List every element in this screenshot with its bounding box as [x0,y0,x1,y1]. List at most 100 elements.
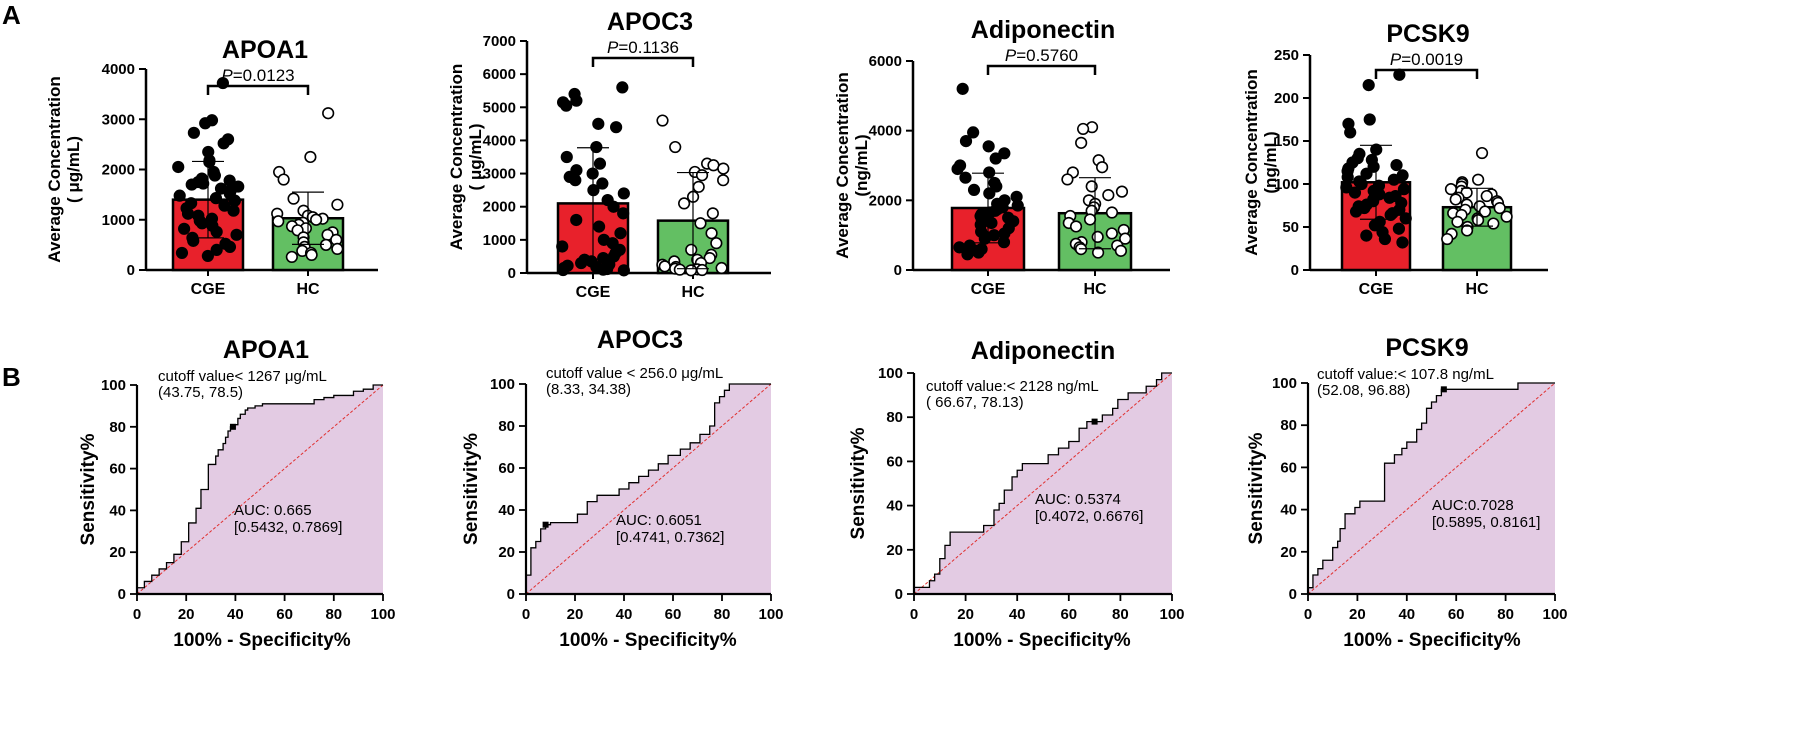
hc-data-point [1444,183,1458,196]
y-tick-label: 80 [109,419,126,436]
cge-data-point [593,157,607,170]
hc-data-point [287,192,300,205]
y-tick-label: 5000 [483,99,516,116]
cge-data-point [210,225,223,238]
cge-data-point [223,240,237,253]
hc-data-point [678,197,691,210]
y-tick-label: 0 [894,262,902,279]
cge-data-point [1355,177,1368,191]
y-tick-label: 0 [508,265,516,282]
chart-title: APOC3 [597,326,683,354]
cge-data-point [1341,171,1354,184]
cge-data-point [178,222,191,235]
significance-bracket [1374,68,1479,79]
hc-data-point [305,248,318,262]
x-axis-label: 100% - Specificity% [953,630,1131,651]
x-tick-label: 100 [1542,606,1567,623]
hc-data-point [685,243,698,256]
cge-data-point [199,117,212,130]
chart-title: Adiponectin [971,337,1115,365]
chart-title: PCSK9 [1385,334,1468,362]
y-tick-label: 20 [498,544,515,561]
hc-data-point [710,237,723,250]
cutoff-value-text: cutoff value:< 2128 ng/mL [926,378,1099,395]
cge-data-point [1340,181,1353,194]
x-tick-label: 80 [1497,606,1514,623]
y-axis-label-line2: ( μg/mL) [64,136,83,203]
p-value-symbol: P [1005,46,1017,65]
hc-data-point [272,215,285,228]
x-tick-label: 60 [1060,606,1077,623]
y-tick-label: 100 [878,365,903,382]
chart-title: APOC3 [607,8,693,36]
p-value-symbol: P [221,66,233,85]
cge-data-point [560,150,573,164]
cge-data-point [1011,199,1024,212]
p-value-label: P=0.0123 [221,66,294,85]
cge-data-point [956,82,969,95]
significance-bracket [986,64,1097,75]
chart-title: APOA1 [223,336,309,364]
cge-data-point [617,207,630,220]
cge-data-point [614,227,627,240]
x-tick-label: 100 [1159,606,1184,623]
hc-data-point [695,169,709,182]
hc-data-point [673,263,686,276]
cge-data-point [617,264,630,277]
y-axis-label-line2: (ng/mL) [1261,131,1280,193]
panel-label-a: A [2,0,21,30]
p-value-label: P=0.1136 [607,38,679,57]
hc-data-point [1449,193,1462,206]
cge-data-point [1362,78,1375,92]
hc-data-point [1102,189,1115,202]
p-value-number: =0.1136 [618,38,679,57]
y-tick-label: 0 [895,586,903,603]
p-value-number: =0.0123 [233,66,295,85]
hc-data-point [331,242,344,255]
hc-data-point [1091,230,1104,244]
x-tick-label: 0 [522,606,530,623]
y-tick-label: 3000 [483,166,516,183]
hc-data-point [656,114,669,127]
x-tick-label: 40 [616,606,633,623]
cge-data-point [1396,236,1409,249]
cge-data-point [951,162,964,176]
y-axis-label: Sensitivity% [848,427,869,539]
roc-area-fill [914,373,1172,594]
hc-data-point [322,107,335,120]
y-tick-label: 200 [1274,90,1299,107]
hc-data-point [1460,224,1474,237]
cge-data-point [997,236,1011,249]
x-tick-label: HC [1083,281,1107,298]
hc-data-point [1083,213,1097,226]
cge-data-point [187,234,200,247]
hc-data-point [1478,205,1492,218]
hc-data-point [684,264,698,277]
cge-data-point [1397,183,1411,196]
x-tick-label: 60 [665,606,682,623]
chart-title: PCSK9 [1386,20,1469,48]
hc-data-point [696,263,709,277]
significance-bracket [591,56,695,67]
apoa1-roc-chart: APOA1 00 20 20 40 40 60 60 80 80 100 100 100% - Spec… [78,336,396,651]
cge-data-point [173,189,186,202]
hc-data-point [692,180,705,193]
y-tick-label: 100 [1272,375,1297,392]
hc-data-point [1096,161,1109,174]
y-tick-label: 0 [127,262,135,279]
y-tick-label: 3000 [102,111,135,128]
y-tick-label: 60 [1280,459,1297,476]
cge-data-point [959,171,972,184]
hc-data-point [1451,215,1464,228]
x-axis-label: 100% - Specificity% [1343,630,1521,651]
y-axis-label: Sensitivity% [461,433,482,545]
reference-diagonal [1307,382,1556,595]
hc-data-point [1487,217,1500,230]
hc-data-point [331,198,344,211]
auc-ci-text: [0.4741, 0.7362] [616,529,724,546]
y-tick-label: 40 [1280,502,1297,519]
hc-data-point [1475,146,1489,160]
cge-data-point [1387,173,1401,186]
cge-data-point [185,178,198,191]
y-tick-label: 4000 [869,123,902,140]
